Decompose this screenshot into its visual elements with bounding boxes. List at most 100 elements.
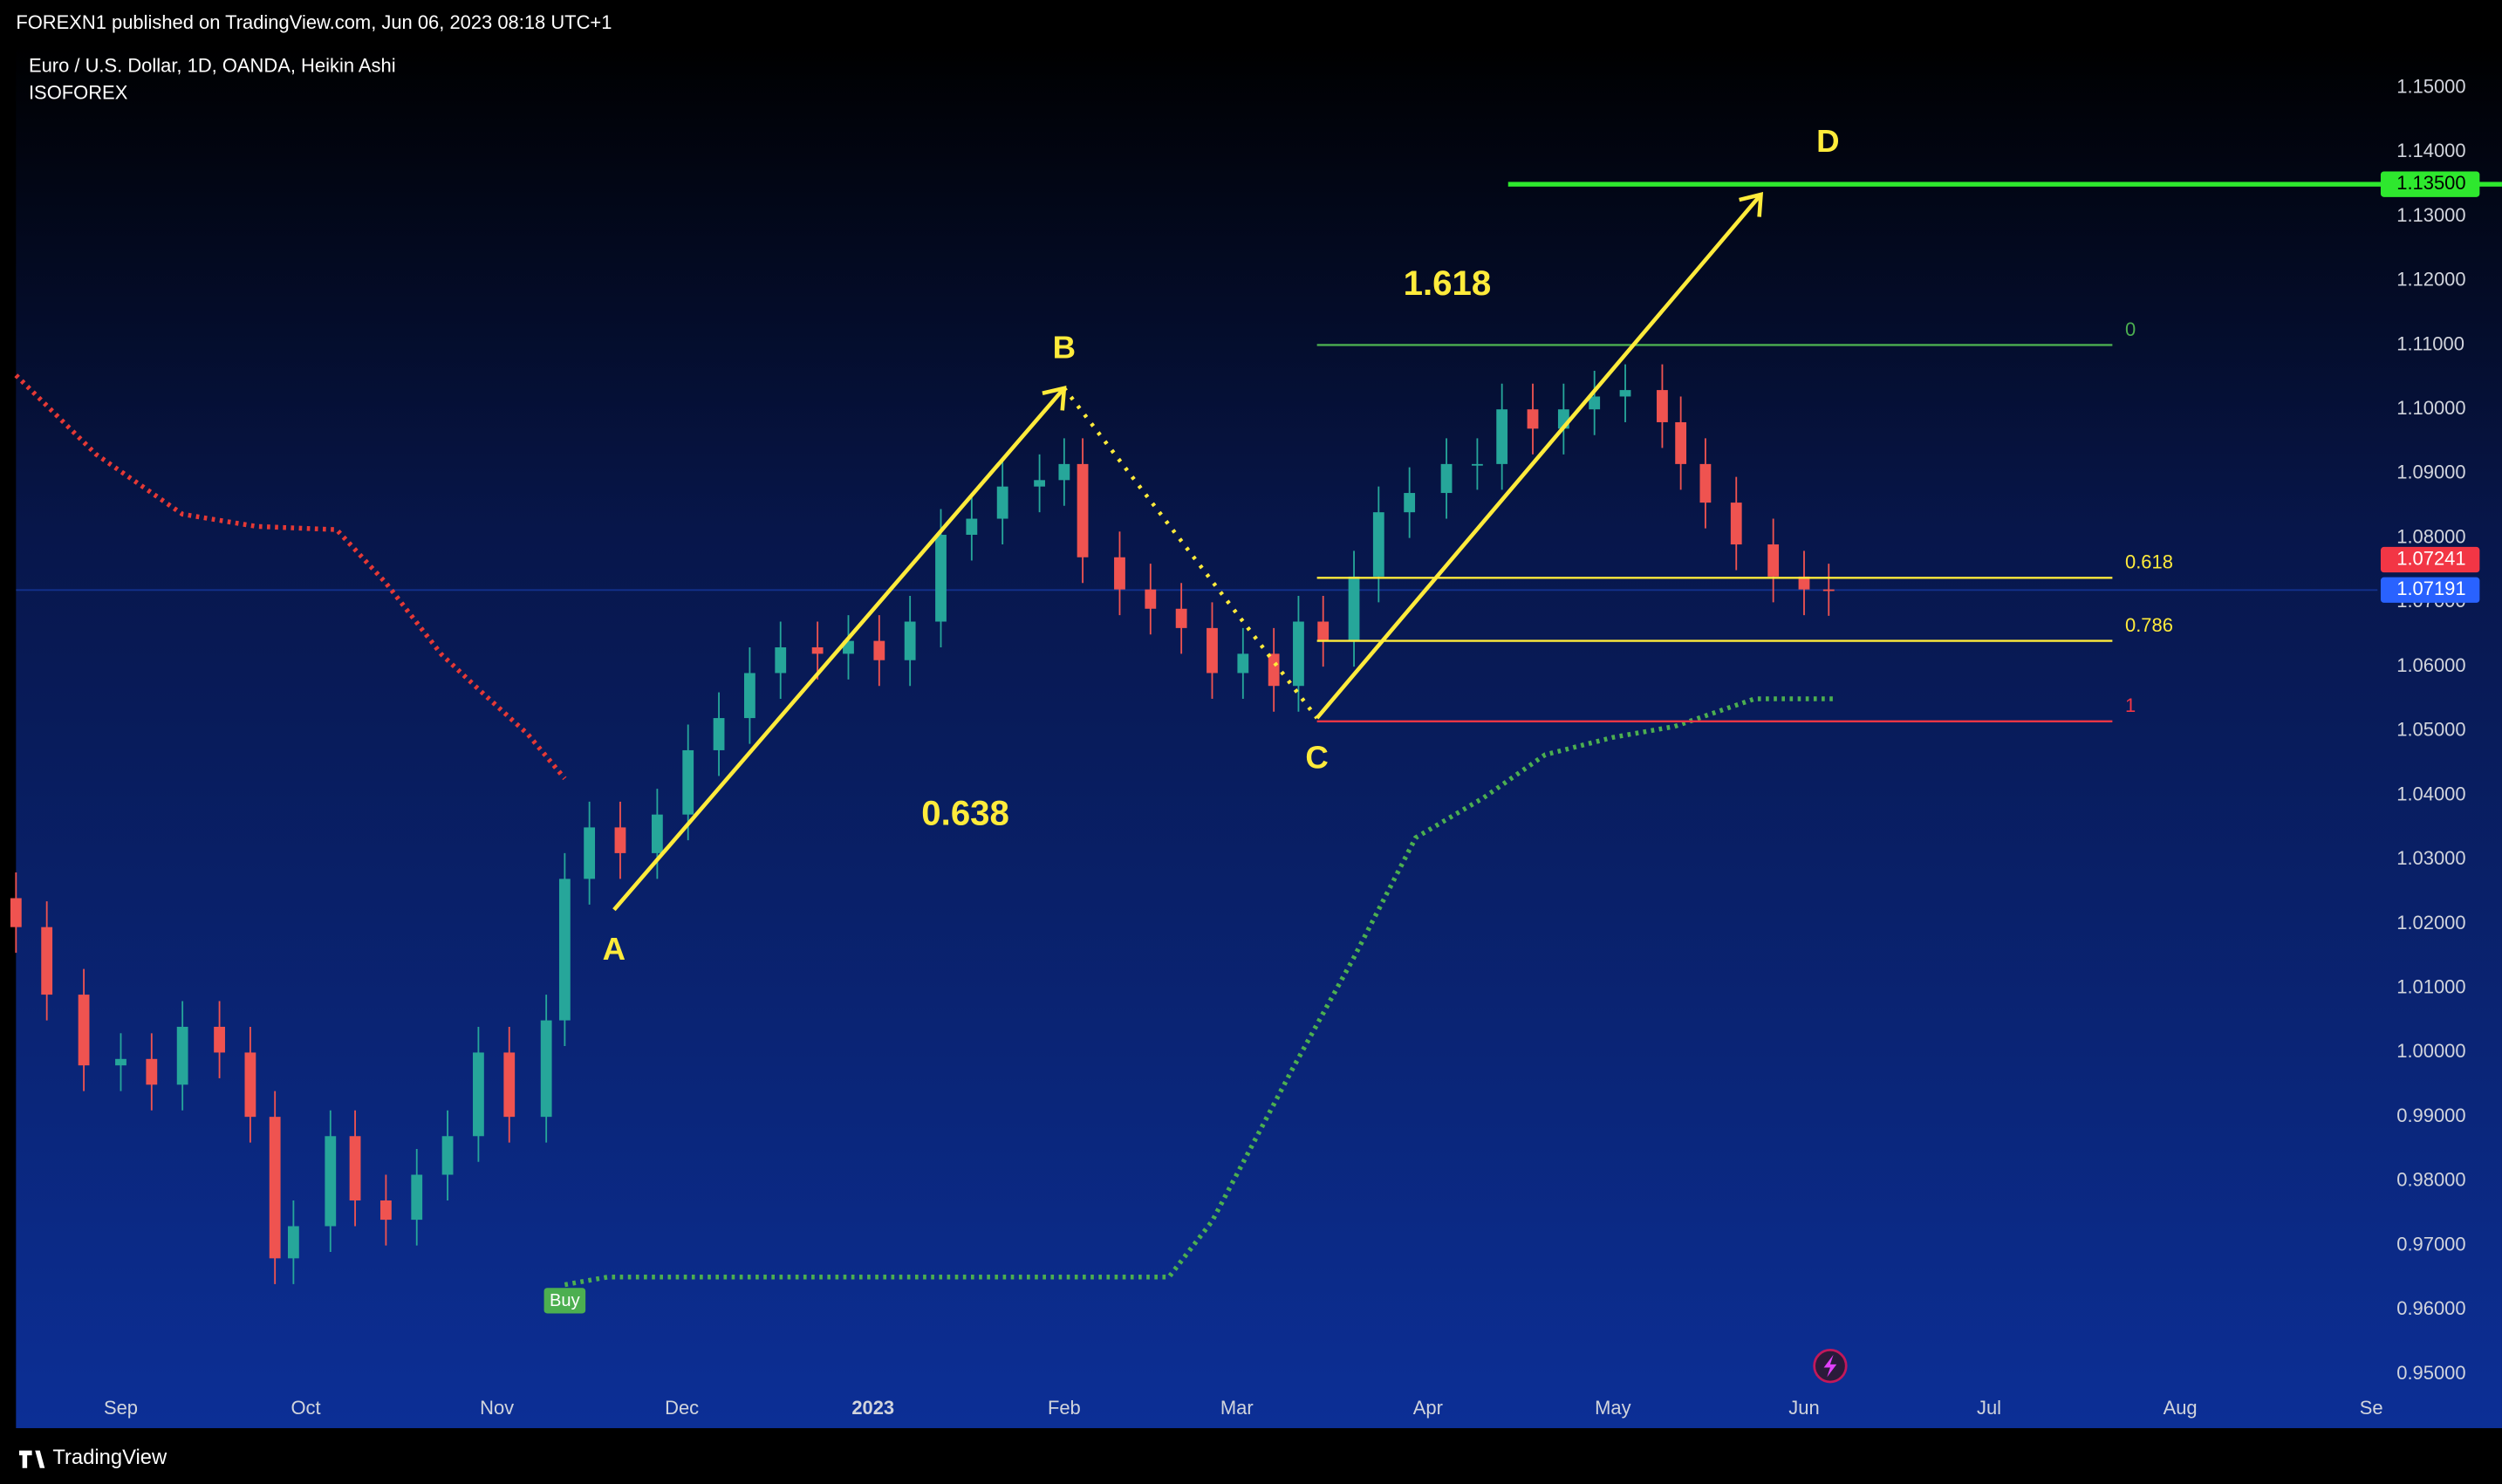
candle-body [441, 1136, 454, 1175]
y-tick-label: 1.08000 [2396, 525, 2465, 547]
candle [713, 692, 725, 776]
candle [614, 801, 626, 879]
candle [1237, 627, 1249, 699]
candle [1798, 551, 1810, 616]
signal-label: Buy [550, 1291, 581, 1310]
wave-label: C [1305, 739, 1328, 775]
price-tag [2380, 577, 2480, 603]
ratio-label: 1.618 [1404, 263, 1492, 303]
candle-body [651, 814, 663, 853]
fib-label: 0.786 [2125, 614, 2173, 636]
x-tick-label: Apr [1413, 1397, 1443, 1419]
candle [441, 1110, 454, 1200]
target-tag-label: 1.13500 [2396, 172, 2465, 194]
publisher: FOREXN1 published on TradingView.com, Ju… [16, 11, 612, 33]
candle-body [325, 1136, 337, 1227]
candle [214, 1001, 225, 1078]
y-tick-label: 1.05000 [2396, 719, 2465, 741]
candle [269, 1091, 281, 1284]
x-tick-label: Nov [480, 1397, 514, 1419]
y-tick-label: 1.10000 [2396, 397, 2465, 419]
candle-body [743, 673, 755, 719]
symbol-title: Euro / U.S. Dollar, 1D, OANDA, Heikin As… [29, 55, 396, 77]
candle-body [540, 1020, 552, 1118]
candle [1145, 564, 1157, 635]
candle-body [1699, 463, 1712, 503]
candle [996, 461, 1008, 545]
x-tick-label: Dec [665, 1397, 699, 1419]
candle-body [176, 1026, 188, 1085]
plot-background [16, 44, 2502, 1428]
candle [1527, 383, 1539, 455]
candle [1348, 551, 1360, 667]
candle [1317, 596, 1330, 667]
candle-body [1471, 463, 1483, 466]
candle-body [904, 621, 916, 660]
candle [811, 621, 824, 680]
y-tick-label: 1.03000 [2396, 847, 2465, 869]
y-tick-label: 1.04000 [2396, 783, 2465, 804]
y-tick-label: 0.99000 [2396, 1104, 2465, 1126]
candle-body [1372, 512, 1384, 577]
fib-label: 1 [2125, 694, 2136, 716]
candle-body [411, 1174, 423, 1221]
x-tick-label: Feb [1048, 1397, 1081, 1419]
candle-body [1527, 409, 1539, 429]
candle [1175, 583, 1187, 654]
candle-body [1730, 503, 1742, 545]
candle [873, 615, 885, 687]
wave-line [612, 386, 1066, 912]
candle [176, 1001, 188, 1111]
y-tick-label: 1.15000 [2396, 75, 2465, 97]
y-tick-label: 1.01000 [2396, 976, 2465, 998]
wave-label: D [1816, 123, 1839, 159]
candle-body [1767, 544, 1780, 577]
candle-body [1440, 463, 1453, 494]
candle-body [1058, 463, 1070, 481]
candle-body [503, 1052, 516, 1118]
candle-body [1404, 493, 1416, 513]
x-tick-label: Se [2360, 1397, 2383, 1419]
candle [1471, 438, 1483, 490]
wave-label: B [1053, 330, 1076, 366]
candle-body [1175, 608, 1187, 628]
y-tick-label: 1.02000 [2396, 912, 2465, 933]
candle-body [10, 898, 22, 927]
candle-body [1293, 621, 1304, 687]
candle-body [1114, 557, 1125, 590]
candle [503, 1026, 516, 1143]
candle [146, 1033, 158, 1111]
price-tag-label: 1.07241 [2396, 547, 2465, 569]
candle-body [115, 1058, 126, 1066]
price-tag-label: 1.07191 [2396, 578, 2465, 599]
alert-icon[interactable] [1813, 1348, 1848, 1384]
candle-body [349, 1136, 361, 1200]
x-tick-label: May [1595, 1397, 1630, 1419]
y-tick-label: 1.11000 [2396, 332, 2464, 354]
candle [349, 1110, 361, 1227]
brand-name: TradingView [52, 1446, 167, 1469]
candle-body [1348, 576, 1360, 641]
candle-body [996, 486, 1008, 519]
y-tick-label: 1.09000 [2396, 462, 2465, 483]
candle [558, 852, 571, 1047]
brand-logo [18, 1450, 45, 1468]
candle-body [775, 646, 787, 674]
candle-body [244, 1052, 256, 1118]
candle [10, 872, 22, 954]
y-tick-label: 1.13000 [2396, 204, 2465, 226]
candle-body [41, 927, 53, 995]
candle-body [78, 995, 90, 1066]
wave-line [1063, 386, 1319, 720]
x-tick-label: Aug [2164, 1397, 2198, 1419]
candle [473, 1026, 484, 1162]
y-tick-label: 0.97000 [2396, 1233, 2465, 1255]
fib-label: 0.618 [2125, 551, 2173, 573]
candle-body [1207, 627, 1218, 674]
wave-line [1315, 193, 1763, 720]
y-tick-label: 1.12000 [2396, 269, 2465, 291]
y-tick-label: 0.96000 [2396, 1297, 2465, 1319]
x-tick-label: Jun [1788, 1397, 1819, 1419]
candle [1114, 531, 1125, 616]
